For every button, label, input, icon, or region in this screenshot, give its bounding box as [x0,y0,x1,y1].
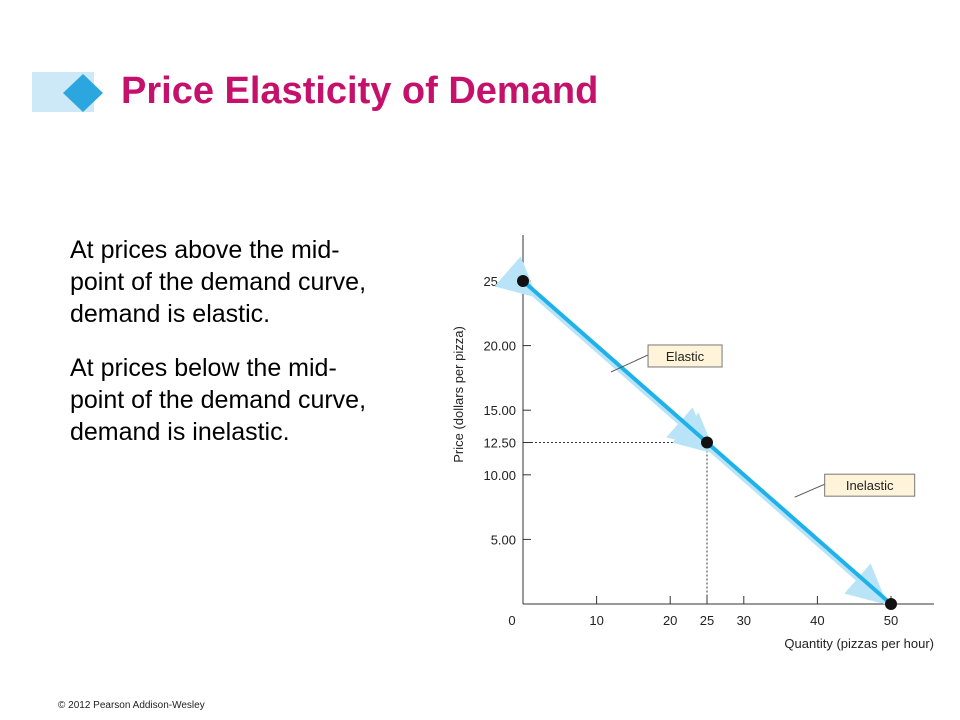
demand-point [517,275,529,287]
annotation-box [647,344,723,368]
y-tick-label: 5.00 [491,532,516,547]
annotation-box [824,473,916,497]
y-tick-label: 12.50 [483,436,516,451]
x-tick-label: 40 [810,613,824,628]
demand-curve-chart: 5.00 10.00 12.50 15.00 20.00 25.00 0 10 20 25 30 40… [451,235,934,651]
y-axis-label: Price (dollars per pizza) [451,326,466,463]
diamond-bullet-icon [63,74,103,112]
y-tick-label: 10.00 [483,468,516,483]
y-tick-label: 25.00 [483,274,516,289]
demand-point [701,436,713,449]
body-text: At prices above the mid-point of the dem… [70,234,370,448]
x-tick-label: 10 [589,613,603,628]
title-bar: Price Elasticity of Demand [0,0,960,130]
inelastic-range-arrow [672,412,888,605]
copyright-footer: © 2012 Pearson Addison-Wesley [58,700,205,711]
x-tick-label: 25 [700,613,714,628]
title-decoration [32,72,103,112]
demand-point [885,598,897,610]
paragraph-inelastic: At prices below the mid-point of the dem… [70,354,367,446]
y-tick-label: 20.00 [483,339,516,354]
x-tick-label: 50 [884,613,898,628]
y-tick-label: 15.00 [483,403,516,418]
x-tick-label: 30 [737,613,751,628]
x-tick-label: 20 [663,613,677,628]
annotation-label: Elastic [666,349,705,364]
annotation-label: Inelastic [846,478,894,493]
x-axis-label: Quantity (pizzas per hour) [784,636,934,651]
annotation-leader-line [794,483,825,498]
x-tick-label: 0 [508,613,515,628]
axes [522,235,934,605]
annotation-leader-line [610,354,649,373]
slide-title: Price Elasticity of Demand [121,70,599,112]
paragraph-elastic: At prices above the mid-point of the dem… [70,236,367,328]
